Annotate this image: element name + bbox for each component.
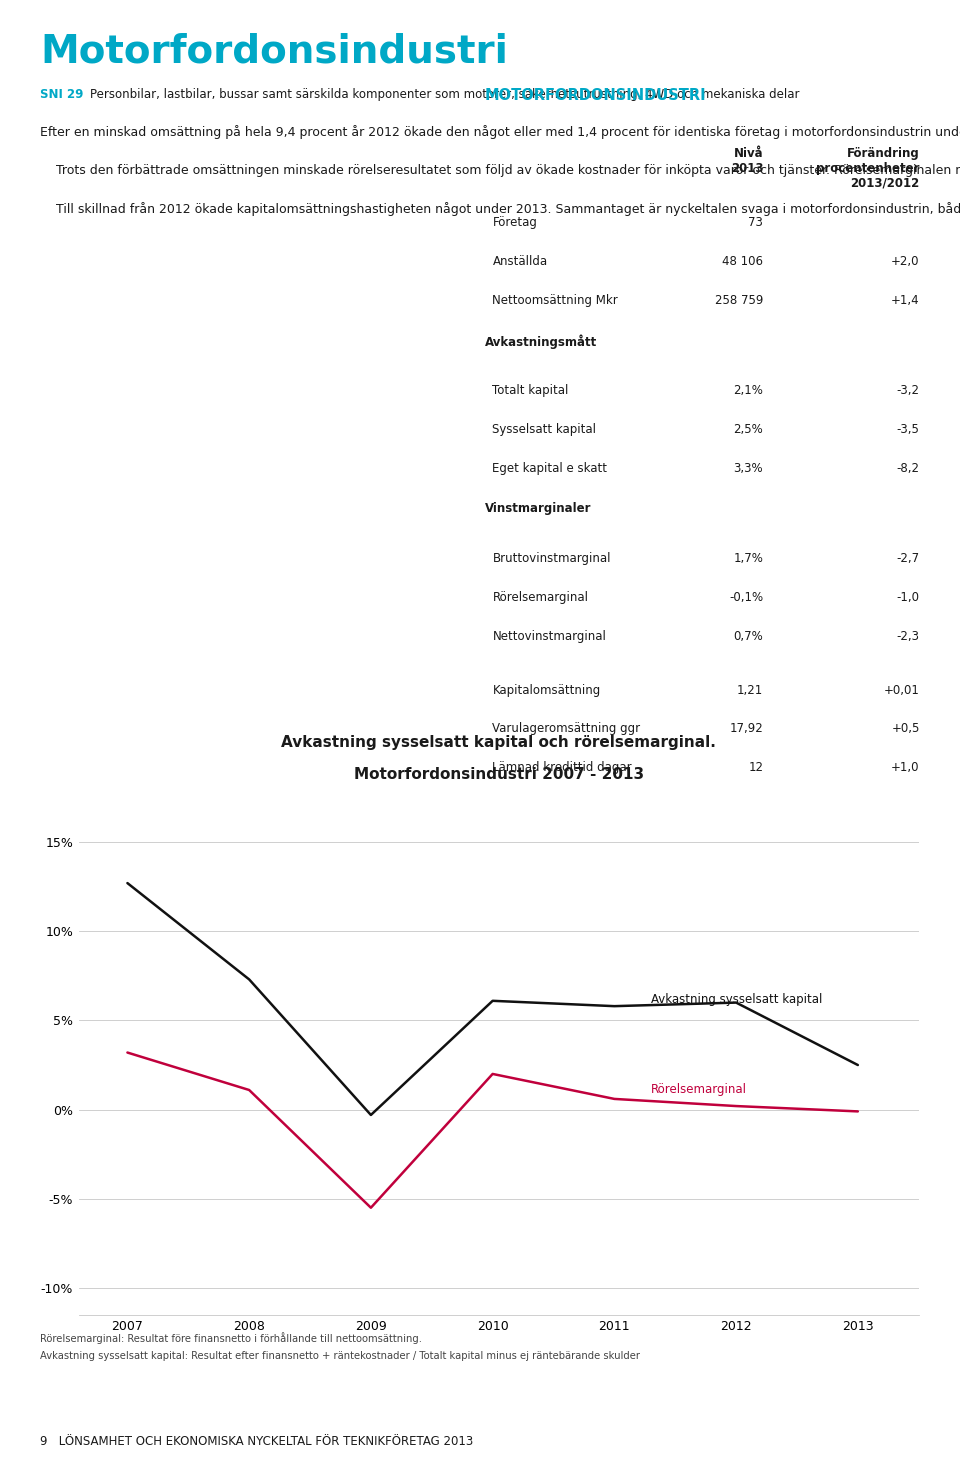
Text: Sysselsatt kapital: Sysselsatt kapital: [492, 423, 596, 436]
Text: 0,7%: 0,7%: [733, 630, 763, 643]
Text: +0,01: +0,01: [884, 683, 920, 696]
Text: Vinstmarginaler: Vinstmarginaler: [485, 502, 591, 516]
Text: 2,1%: 2,1%: [733, 383, 763, 397]
Text: Avkastning sysselsatt kapital och rörelsemarginal.: Avkastning sysselsatt kapital och rörels…: [281, 734, 716, 749]
Text: 1,7%: 1,7%: [733, 552, 763, 566]
Text: Personbilar, lastbilar, bussar samt särskilda komponenter som motorer, säkerhets: Personbilar, lastbilar, bussar samt särs…: [90, 88, 800, 101]
Text: 258 759: 258 759: [715, 294, 763, 307]
Text: -8,2: -8,2: [897, 461, 920, 474]
Text: Rörelsemarginal: Rörelsemarginal: [492, 591, 588, 604]
Text: Lämnad kredittid dagar: Lämnad kredittid dagar: [492, 761, 632, 774]
Text: Totalt kapital: Totalt kapital: [492, 383, 569, 397]
Text: Avkastningsmått: Avkastningsmått: [485, 335, 597, 348]
Text: -3,2: -3,2: [897, 383, 920, 397]
Text: +2,0: +2,0: [891, 254, 920, 267]
Text: -2,7: -2,7: [897, 552, 920, 566]
Text: Nivå
2013: Nivå 2013: [731, 147, 763, 175]
Text: Eget kapital e skatt: Eget kapital e skatt: [492, 461, 608, 474]
Text: 73: 73: [749, 216, 763, 229]
Text: -2,3: -2,3: [897, 630, 920, 643]
Text: Motorfordonsindustri 2007 - 2013: Motorfordonsindustri 2007 - 2013: [353, 767, 644, 782]
Text: -3,5: -3,5: [897, 423, 920, 436]
Text: Rörelsemarginal: Resultat före finansnetto i förhållande till nettoomsättning.: Rörelsemarginal: Resultat före finansnet…: [40, 1332, 422, 1344]
Text: MOTORFORDONSINDUSTRI: MOTORFORDONSINDUSTRI: [485, 88, 707, 103]
Text: 9   LÖNSAMHET OCH EKONOMISKA NYCKELTAL FÖR TEKNIKFÖRETAG 2013: 9 LÖNSAMHET OCH EKONOMISKA NYCKELTAL FÖR…: [40, 1435, 473, 1448]
Text: +1,4: +1,4: [891, 294, 920, 307]
Text: 12: 12: [748, 761, 763, 774]
Text: Nettovinstmarginal: Nettovinstmarginal: [492, 630, 607, 643]
Text: +1,0: +1,0: [891, 761, 920, 774]
Text: -1,0: -1,0: [897, 591, 920, 604]
Text: +0,5: +0,5: [891, 723, 920, 736]
Text: Nettoomsättning Mkr: Nettoomsättning Mkr: [492, 294, 618, 307]
Text: Varulageromsättning ggr: Varulageromsättning ggr: [492, 723, 640, 736]
Text: 17,92: 17,92: [730, 723, 763, 736]
Text: Anställda: Anställda: [492, 254, 547, 267]
Text: Företag: Företag: [492, 216, 538, 229]
Text: 3,3%: 3,3%: [733, 461, 763, 474]
Text: 48 106: 48 106: [722, 254, 763, 267]
Text: Bruttovinstmarginal: Bruttovinstmarginal: [492, 552, 611, 566]
Text: Förändring
procentenheter
2013/2012: Förändring procentenheter 2013/2012: [816, 147, 920, 190]
Text: 2,5%: 2,5%: [733, 423, 763, 436]
Text: Rörelsemarginal: Rörelsemarginal: [651, 1084, 747, 1096]
Text: SNI 29: SNI 29: [40, 88, 84, 101]
Text: Kapitalomsättning: Kapitalomsättning: [492, 683, 601, 696]
Text: 1,21: 1,21: [737, 683, 763, 696]
Text: Avkastning sysselsatt kapital: Resultat efter finansnetto + räntekostnader / Tot: Avkastning sysselsatt kapital: Resultat …: [40, 1351, 640, 1362]
Text: Motorfordonsindustri: Motorfordonsindustri: [40, 32, 508, 71]
Text: Efter en minskad omsättning på hela 9,4 procent år 2012 ökade den något eller me: Efter en minskad omsättning på hela 9,4 …: [40, 125, 960, 216]
Text: Avkastning sysselsatt kapital: Avkastning sysselsatt kapital: [651, 993, 823, 1005]
Text: -0,1%: -0,1%: [729, 591, 763, 604]
